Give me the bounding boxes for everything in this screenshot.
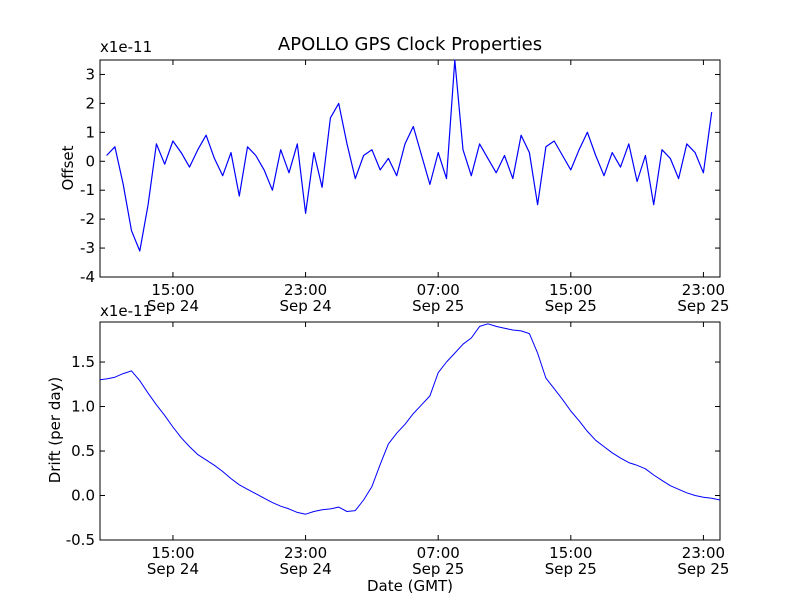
drift-y-tick-label: 0.0: [71, 487, 95, 505]
drift-x-tick-label: 15:00: [549, 544, 592, 562]
drift-y-ticks: -0.5 0.0 0.5 1.0 1.5: [66, 353, 720, 549]
offset-y-tick-label: -1: [80, 181, 95, 199]
drift-x-tick-label: Sep 25: [677, 560, 729, 578]
x-axis-label: Date (GMT): [367, 577, 453, 595]
drift-x-tick-label: 15:00: [151, 544, 194, 562]
offset-series-line: [106, 59, 713, 252]
offset-y-tick-label: 1: [85, 123, 95, 141]
offset-x-tick-label: 15:00: [151, 281, 194, 299]
drift-panel: x1e-11 Drift (per day) Date (GMT) -0.5 0.…: [46, 302, 729, 595]
offset-y-tick-label: 3: [85, 65, 95, 83]
drift-x-tick-label: 23:00: [284, 544, 327, 562]
offset-y-tick-label: -2: [80, 210, 95, 228]
drift-plot-frame: [99, 321, 721, 541]
drift-x-tick-label: Sep 25: [545, 560, 597, 578]
offset-x-tick-label: Sep 25: [412, 297, 464, 315]
offset-x-tick-label: 23:00: [682, 281, 725, 299]
offset-x-tick-label: 15:00: [549, 281, 592, 299]
offset-scale-label: x1e-11: [100, 38, 152, 56]
drift-y-axis-label: Drift (per day): [46, 377, 64, 484]
drift-scale-label: x1e-11: [100, 302, 152, 320]
offset-y-tick-label: -4: [80, 268, 95, 286]
drift-x-tick-label: Sep 25: [412, 560, 464, 578]
offset-y-tick-label: -3: [80, 239, 95, 257]
offset-series-group: [106, 59, 713, 252]
offset-plot-frame: [99, 59, 721, 278]
offset-x-tick-label: Sep 25: [545, 297, 597, 315]
offset-x-tick-label: Sep 24: [279, 297, 331, 315]
offset-y-tick-label: 2: [85, 94, 95, 112]
offset-x-tick-label: 07:00: [417, 281, 460, 299]
drift-series-group: [99, 323, 721, 515]
drift-x-tick-label: 23:00: [682, 544, 725, 562]
drift-y-tick-label: 1.5: [71, 353, 95, 371]
offset-x-tick-label: Sep 25: [677, 297, 729, 315]
drift-y-tick-label: -0.5: [66, 531, 95, 549]
drift-series-line: [99, 323, 721, 515]
drift-x-tick-label: Sep 24: [147, 560, 199, 578]
drift-x-tick-label: Sep 24: [279, 560, 331, 578]
chart-title: APOLLO GPS Clock Properties: [278, 34, 542, 55]
drift-y-tick-label: 0.5: [71, 442, 95, 460]
offset-x-tick-label: 23:00: [284, 281, 327, 299]
drift-x-tick-label: 07:00: [417, 544, 460, 562]
offset-y-ticks: -4 -3 -2 -1 0 1 2 3: [80, 65, 720, 286]
offset-y-axis-label: Offset: [59, 145, 77, 190]
offset-y-tick-label: 0: [85, 152, 95, 170]
offset-x-tick-label: Sep 24: [147, 297, 199, 315]
drift-y-tick-label: 1.0: [71, 398, 95, 416]
